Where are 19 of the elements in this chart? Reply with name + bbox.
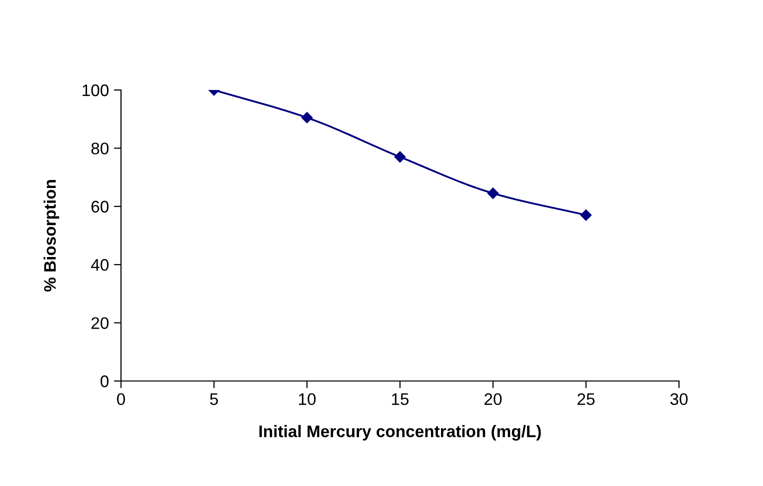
point [580,210,592,221]
point [487,188,499,199]
y-tick-label: 0 [100,375,109,388]
y-tick-label: 20 [91,317,109,330]
x-axis-title: Initial Mercury concentration (mg/L) [259,425,541,441]
x-tick-label: 5 [210,393,218,406]
x-tick-label: 20 [484,393,502,406]
y-axis-title: % Biosorption [44,180,60,292]
x-tick-label: 15 [392,393,409,406]
x-tick-label: 0 [117,393,125,406]
x-tick-label: 10 [299,393,316,406]
y-tick-label: 80 [91,142,109,154]
y-tick-label: 40 [91,259,109,271]
point [301,112,313,124]
y-tick-label: 60 [92,200,109,213]
x-tick-label: 30 [670,393,688,406]
point [394,151,406,163]
y-tick-label: 100 [82,84,109,96]
x-tick-label: 25 [578,393,595,406]
